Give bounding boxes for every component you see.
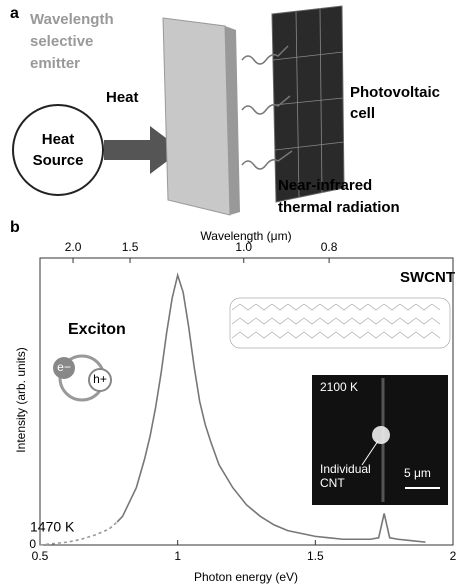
y-tick-label: 0 (29, 537, 36, 551)
radiation-arrows (241, 45, 293, 170)
x2-tick-label: 2.0 (65, 240, 82, 254)
spectrum-line (116, 272, 426, 543)
x-tick-label: 0.5 (32, 549, 49, 563)
heat-arrow (104, 126, 182, 174)
source-label: Heat (42, 131, 75, 148)
radiation-label: Near-infrared (278, 177, 372, 194)
x2-axis-label: Wavelength (μm) (200, 229, 291, 243)
emitter-label: Wavelength (30, 11, 114, 28)
electron-label: e− (57, 360, 71, 374)
emitter-side (225, 26, 240, 215)
swcnt-label: SWCNT (400, 269, 455, 286)
hole (88, 368, 112, 392)
x2-tick-label: 1.5 (122, 240, 139, 254)
x-tick-label: 1.5 (307, 549, 324, 563)
spectrum-line (39, 521, 118, 546)
panel-label: a (10, 5, 19, 22)
electron (53, 357, 75, 379)
arrow-label: Heat (106, 89, 139, 106)
x-tick-label: 2 (450, 549, 457, 563)
scale-label: 5 μm (404, 466, 431, 480)
emitter-label: emitter (30, 55, 80, 72)
inset-label: Individual (320, 462, 371, 476)
y-axis-label: Intensity (arb. units) (14, 347, 28, 452)
x2-tick-label: 0.8 (321, 240, 338, 254)
source-label: Source (33, 152, 84, 169)
inset-temperature: 2100 K (320, 380, 358, 394)
inset-pointer (361, 440, 379, 466)
panel-label: b (10, 219, 20, 236)
inset-glow (372, 426, 390, 444)
nanotube (229, 297, 451, 349)
heat-source (12, 104, 104, 196)
cell-label: cell (350, 105, 375, 122)
x-tick-label: 1 (174, 549, 181, 563)
x2-tick-label: 1.0 (235, 240, 252, 254)
emitter-label: selective (30, 33, 93, 50)
pv-grid (272, 8, 345, 198)
emitter (162, 17, 231, 216)
plot-frame (39, 257, 454, 546)
x-axis-label: Photon energy (eV) (194, 570, 298, 584)
temperature-label: 1470 K (30, 519, 75, 535)
radiation-label: thermal radiation (278, 199, 400, 216)
inset-label: CNT (320, 476, 345, 490)
hole-label: h+ (93, 372, 107, 386)
cell-label: Photovoltaic (350, 84, 440, 101)
exciton-label: Exciton (68, 321, 126, 338)
